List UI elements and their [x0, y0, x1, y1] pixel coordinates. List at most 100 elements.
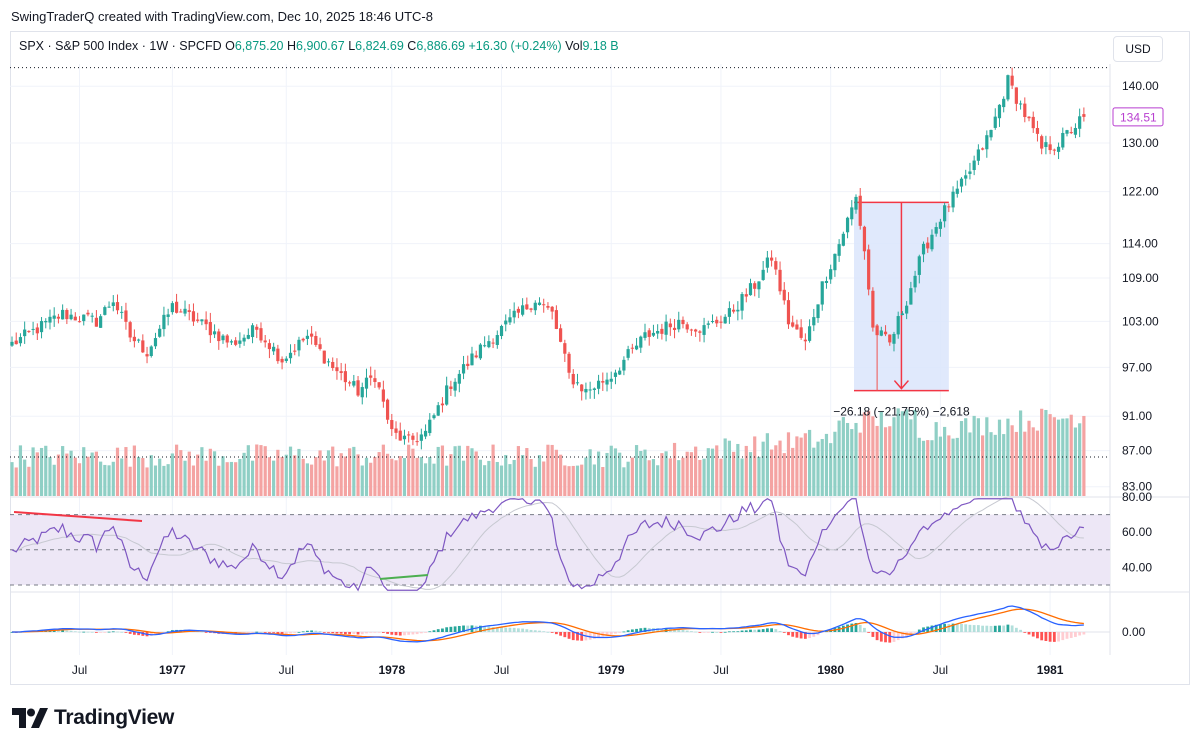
- volume-bar: [1023, 431, 1027, 496]
- candle: [858, 188, 862, 230]
- candle-body: [381, 389, 385, 402]
- macd-histogram-bar: [968, 624, 972, 632]
- candle: [1044, 135, 1048, 155]
- tradingview-logo[interactable]: TradingView: [12, 704, 174, 732]
- macd-histogram-bar: [1052, 632, 1056, 642]
- symbol-legend[interactable]: SPX · S&P 500 Index · 1W · SPCFD O6,875.…: [19, 39, 619, 53]
- candle: [537, 297, 542, 306]
- volume-bar: [267, 457, 272, 496]
- volume-bar: [18, 445, 23, 496]
- macd-histogram-bar: [576, 632, 579, 641]
- candle-body: [786, 300, 791, 325]
- macd-histogram-bar: [934, 624, 938, 632]
- volume-bar: [807, 429, 812, 496]
- candle-body: [732, 309, 736, 312]
- candle: [457, 369, 461, 393]
- volume-bar: [419, 457, 423, 496]
- candle-body: [415, 441, 419, 443]
- candle-body: [968, 171, 972, 174]
- currency-button[interactable]: USD: [1113, 36, 1163, 62]
- macd-histogram-bar: [681, 629, 685, 632]
- macd-histogram-bar: [622, 631, 626, 633]
- candle-body: [993, 116, 997, 128]
- macd-histogram-bar: [301, 631, 305, 633]
- macd-histogram-bar: [504, 627, 508, 632]
- candle-body: [483, 345, 487, 347]
- candle-body: [926, 242, 930, 249]
- candle: [757, 281, 761, 298]
- candle: [571, 369, 575, 389]
- candle: [529, 307, 533, 313]
- macd-histogram-bar: [706, 632, 710, 633]
- candle: [892, 331, 896, 352]
- candle: [170, 301, 174, 315]
- candle-body: [1002, 98, 1006, 108]
- macd-histogram-bar: [331, 632, 335, 634]
- candle-body: [1040, 136, 1044, 149]
- candle-body: [698, 331, 702, 333]
- volume-bar: [360, 465, 364, 496]
- volume-bar: [284, 454, 288, 496]
- volume-bar: [1018, 410, 1023, 496]
- macd-histogram-bar: [1057, 632, 1060, 642]
- volume-bar: [120, 458, 124, 496]
- volume-bar: [647, 460, 651, 496]
- volume-bar: [234, 462, 238, 496]
- candle-body: [723, 316, 727, 324]
- candle-body: [407, 434, 411, 436]
- candle: [710, 314, 715, 324]
- macd-histogram-bar: [774, 629, 778, 632]
- candle: [242, 334, 246, 346]
- volume-bar: [369, 462, 373, 496]
- volume-bar: [149, 455, 153, 496]
- macd-histogram-bar: [521, 628, 525, 632]
- volume-bar: [1044, 409, 1048, 496]
- macd-histogram-bar: [348, 632, 351, 635]
- macd-histogram-bar: [57, 630, 60, 632]
- candle-body: [56, 316, 61, 319]
- candle: [453, 378, 457, 397]
- symbol-title[interactable]: SPX · S&P 500 Index · 1W · SPCFD: [19, 39, 222, 53]
- candle: [656, 324, 660, 339]
- candle-body: [791, 322, 795, 327]
- volume-bar: [613, 448, 618, 496]
- macd-histogram-bar: [343, 632, 347, 635]
- candle: [508, 308, 512, 325]
- price-tick-label: 130.00: [1122, 136, 1159, 150]
- volume-bar: [964, 418, 968, 496]
- macd-histogram-bar: [951, 623, 955, 632]
- macd-histogram-bar: [394, 632, 398, 636]
- candle: [478, 343, 483, 360]
- measure-arrow-head: [893, 380, 909, 390]
- candle: [968, 162, 972, 180]
- volume-bar: [436, 446, 440, 496]
- candle: [229, 339, 234, 346]
- logo-text: TradingView: [54, 706, 175, 729]
- candle: [255, 324, 259, 339]
- macd-histogram-bar: [322, 632, 326, 633]
- macd-histogram-bar: [563, 632, 567, 638]
- volume-bar: [466, 445, 470, 496]
- volume-bar: [1027, 420, 1031, 496]
- volume-bar: [495, 461, 499, 496]
- volume-bars: [10, 408, 1086, 496]
- candle-body: [542, 304, 546, 306]
- chart-caption: SwingTraderQ created with TradingView.co…: [11, 9, 433, 24]
- macd-histogram-bar: [381, 632, 385, 633]
- volume-bar: [689, 452, 694, 496]
- price-tick-label: 140.00: [1122, 79, 1159, 93]
- candle-body: [242, 337, 246, 342]
- volume-bar: [115, 447, 120, 496]
- candle-body: [689, 329, 694, 331]
- candle: [1069, 126, 1073, 135]
- candle-body: [677, 319, 681, 330]
- volume-bar: [440, 445, 445, 496]
- macd-histogram-bar: [149, 632, 153, 636]
- candle-body: [672, 327, 677, 331]
- candle-body: [1018, 103, 1023, 105]
- candle: [770, 250, 774, 267]
- candle: [807, 319, 812, 343]
- macd-histogram-bar: [993, 625, 997, 632]
- candle-body: [584, 388, 588, 393]
